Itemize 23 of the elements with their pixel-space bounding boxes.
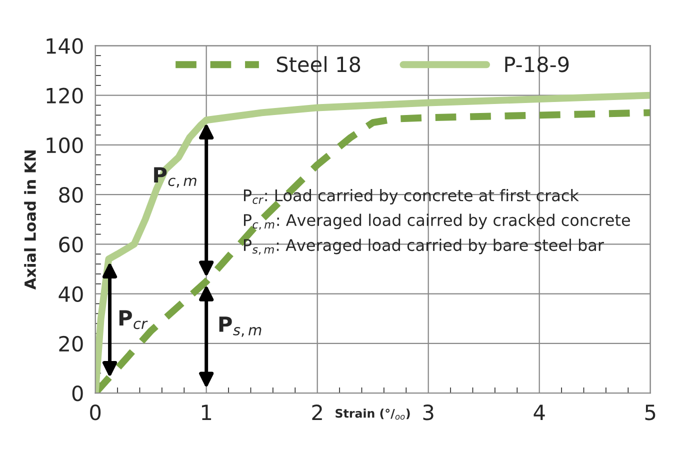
y-tick-label: 0 (72, 385, 83, 402)
legend-label: Steel 18 (276, 56, 360, 72)
x-tick-label: 4 (534, 404, 545, 420)
y-axis-title: Axial Load in KN (24, 150, 36, 290)
y-tick-label: 100 (46, 137, 83, 154)
x-tick-label: 1 (202, 404, 212, 420)
x-tick-label: 5 (645, 404, 656, 420)
y-tick-label: 60 (59, 236, 83, 252)
x-tick-label: 3 (423, 404, 434, 420)
annotation: P$_{c,m}$: Averaged load cairred by cracked concrete (244, 214, 630, 230)
annotation: P$_{cr}$: Load carried by concrete at first crack (244, 189, 579, 204)
y-tick-label: 80 (59, 187, 83, 203)
annotation: P$_{s,m}$: Averaged load carried by bare steel bar (244, 238, 604, 255)
x-axis-title: Strain (°/$_{oo}$) (336, 408, 410, 420)
y-tick-label: 140 (46, 38, 83, 54)
annotation: P$_{cr}$ (119, 310, 148, 330)
legend-label: P-18-9 (505, 56, 569, 72)
annotation: P$_{s,m}$ (219, 316, 262, 337)
x-tick-label: 0 (90, 404, 101, 420)
y-tick-label: 120 (46, 88, 83, 104)
x-tick-label: 2 (312, 404, 322, 420)
y-tick-label: 20 (59, 336, 83, 352)
y-tick-label: 40 (58, 286, 83, 302)
